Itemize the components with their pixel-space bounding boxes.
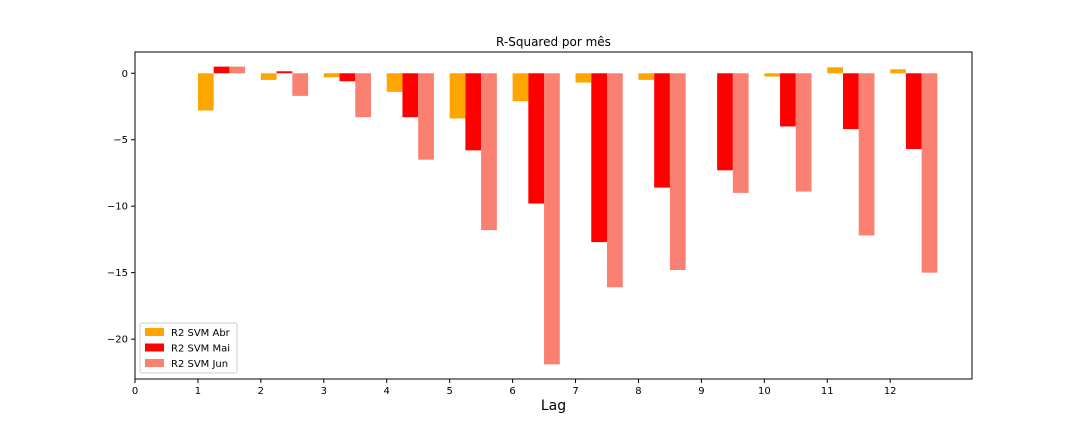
bar-series1-lag-8	[638, 73, 655, 80]
legend-swatch	[145, 343, 164, 352]
bar-series3-lag-12	[921, 73, 938, 273]
y-axis-ticks: 0 −5 −10 −15 −20	[107, 69, 135, 346]
bar-series3-lag-2	[292, 73, 309, 96]
bar-series1-lag-2	[260, 73, 277, 80]
bar-series2-lag-1	[213, 66, 230, 74]
bar-series3-lag-9	[732, 73, 749, 193]
bar-series2-lag-9	[717, 73, 733, 171]
bar-series1-lag-1	[197, 73, 214, 111]
x-tick-label: 0	[132, 386, 138, 397]
bar-series2-lag-3	[339, 73, 356, 82]
bar-series3-lag-4	[418, 73, 434, 160]
x-tick-label: 8	[635, 386, 641, 397]
bar-series1-lag-10	[764, 73, 781, 77]
bar-series3-lag-10	[795, 73, 812, 192]
bar-series1-lag-3	[323, 73, 340, 78]
legend-swatch	[145, 328, 164, 336]
y-tick-label: −10	[107, 202, 128, 213]
x-axis-label: Lag	[541, 398, 566, 414]
bar-series3-lag-1	[229, 66, 246, 74]
bar-series2-lag-11	[842, 73, 859, 130]
bar-series2-lag-12	[905, 73, 922, 150]
x-tick-label: 3	[321, 386, 327, 397]
bars-group	[197, 66, 938, 365]
legend-box	[139, 322, 238, 374]
y-tick-label: −5	[113, 135, 128, 146]
x-tick-label: 11	[821, 386, 834, 397]
legend-label: R2 SVM Mai	[171, 344, 230, 355]
bar-series3-lag-5	[481, 73, 497, 231]
x-tick-label: 6	[509, 386, 515, 397]
bar-series3-lag-8	[669, 73, 686, 271]
bar-series1-lag-5	[449, 73, 466, 119]
plot-frame	[134, 51, 973, 380]
bar-series1-lag-7	[575, 73, 592, 83]
x-tick-label: 2	[258, 386, 264, 397]
legend-label: R2 SVM Jun	[171, 359, 228, 370]
bar-series1-lag-11	[827, 67, 843, 74]
bar-series2-lag-2	[276, 71, 293, 74]
legend: R2 SVM Abr R2 SVM Mai R2 SVM Jun	[139, 322, 238, 374]
x-tick-label: 7	[572, 386, 578, 397]
legend-label: R2 SVM Abr	[171, 328, 231, 339]
x-tick-label: 9	[698, 386, 704, 397]
bar-series2-lag-8	[654, 73, 670, 188]
x-axis-ticks: 0 1 2 3 4 5 6 7 8 9 10 11 12	[132, 379, 897, 397]
bar-series1-lag-4	[386, 73, 403, 92]
bar-series2-lag-10	[780, 73, 796, 127]
y-tick-label: −15	[107, 268, 128, 279]
chart-title: R-Squared por mês	[496, 35, 611, 49]
x-tick-label: 12	[884, 386, 897, 397]
bar-series1-lag-6	[512, 73, 529, 102]
x-tick-label: 5	[446, 386, 452, 397]
bar-series3-lag-11	[858, 73, 875, 236]
legend-swatch	[145, 359, 164, 367]
x-tick-label: 1	[195, 386, 201, 397]
x-tick-label: 10	[758, 386, 771, 397]
bar-series3-lag-3	[355, 73, 371, 118]
y-tick-label: −20	[107, 335, 128, 346]
bar-series3-lag-6	[544, 73, 560, 365]
x-tick-label: 4	[384, 386, 390, 397]
bar-series3-lag-7	[606, 73, 623, 288]
bar-series2-lag-4	[402, 73, 419, 118]
bar-series2-lag-7	[591, 73, 607, 243]
bar-series2-lag-5	[465, 73, 482, 151]
bar-series1-lag-12	[890, 69, 906, 74]
y-tick-label: 0	[122, 69, 128, 80]
bar-series2-lag-6	[528, 73, 545, 204]
